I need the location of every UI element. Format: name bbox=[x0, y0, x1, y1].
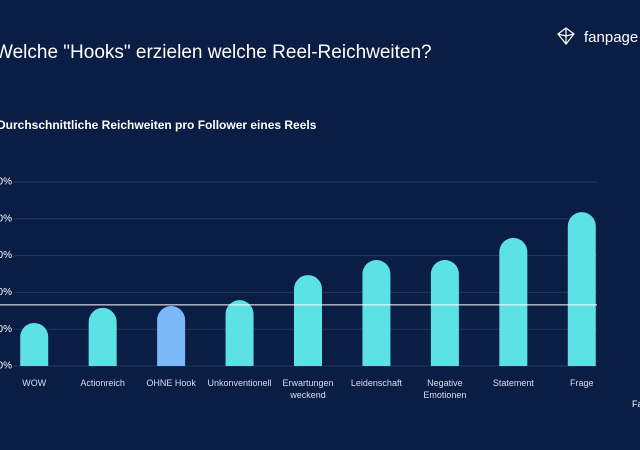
y-tick-label: 40% bbox=[0, 213, 12, 224]
bar bbox=[499, 237, 528, 366]
x-tick-label: Statement bbox=[492, 378, 534, 388]
chart-subtitle: Durchschnittliche Reichweiten pro Follow… bbox=[0, 118, 317, 132]
y-tick-label: 50% bbox=[0, 177, 12, 188]
y-tick-label: 20% bbox=[0, 287, 12, 298]
brand: fanpage bbox=[584, 29, 638, 46]
chart-title: Welche "Hooks" erzielen welche Reel-Reic… bbox=[0, 42, 432, 63]
x-tick-label: Leidenschaft bbox=[350, 378, 402, 388]
bar bbox=[157, 306, 186, 366]
bar bbox=[362, 260, 391, 366]
y-tick-label: 0% bbox=[0, 361, 12, 372]
x-tick-label: OHNE Hook bbox=[146, 378, 196, 388]
x-tick-label: Unkonventionell bbox=[207, 378, 272, 388]
x-tick-label: Erwartungen weckend bbox=[282, 378, 334, 400]
bar bbox=[20, 322, 49, 366]
x-tick-label: Actionreich bbox=[80, 378, 125, 388]
bar bbox=[294, 275, 322, 366]
x-tick-label: WOW bbox=[22, 378, 47, 388]
y-tick-label: 30% bbox=[0, 250, 12, 261]
bar bbox=[430, 260, 459, 366]
logo-icon bbox=[557, 27, 575, 45]
source: Fa bbox=[632, 399, 640, 409]
bar bbox=[567, 212, 596, 366]
y-tick-label: 10% bbox=[0, 324, 12, 335]
bar bbox=[88, 307, 117, 366]
x-tick-label: Frage bbox=[570, 378, 594, 388]
bar bbox=[225, 300, 254, 366]
x-tick-label: Negative Emotionen bbox=[423, 378, 467, 400]
